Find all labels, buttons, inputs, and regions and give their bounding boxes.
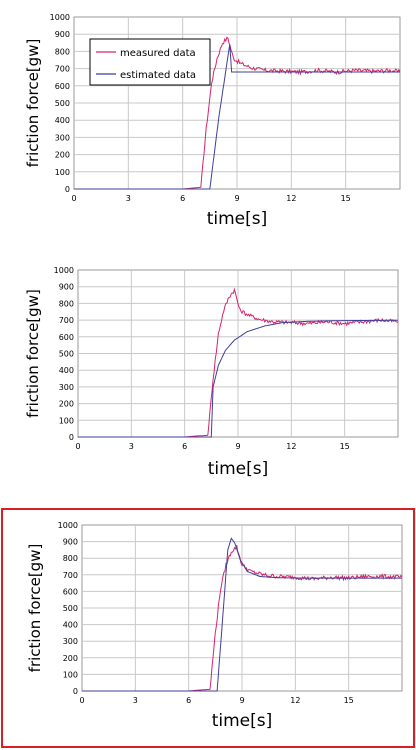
y-axis-label: friction force[gw] bbox=[24, 289, 42, 418]
y-tick-label: 100 bbox=[55, 168, 70, 177]
y-tick-label: 100 bbox=[59, 416, 74, 425]
chart-panel-bottom: 0 100 200 300 400 500 600 700 800 900 1000 0 3 6 9 12 15… bbox=[0, 508, 416, 748]
y-tick-label: 0 bbox=[65, 185, 70, 194]
x-tick-label: 6 bbox=[182, 442, 187, 451]
x-tick-label: 12 bbox=[286, 442, 296, 451]
y-tick-label: 500 bbox=[63, 604, 78, 613]
y-tick-label: 700 bbox=[59, 316, 74, 325]
x-tick-label: 3 bbox=[129, 442, 134, 451]
y-tick-label: 500 bbox=[59, 350, 74, 359]
series-line-estimated bbox=[74, 44, 400, 190]
y-tick-label: 200 bbox=[63, 654, 78, 663]
x-tick-label: 3 bbox=[133, 696, 138, 705]
x-axis-label: time[s] bbox=[208, 459, 269, 479]
y-tick-label: 300 bbox=[63, 637, 78, 646]
y-tick-label: 1000 bbox=[58, 521, 78, 530]
y-tick-label: 0 bbox=[69, 433, 74, 442]
x-axis-label: time[s] bbox=[212, 711, 273, 731]
chart-panel-top: 0 100 200 300 400 500 600 700 800 900 1000 0 3 6 9 12 15… bbox=[0, 0, 416, 250]
chart-middle-svg: 0 100 200 300 400 500 600 700 800 900 1000 0 3 6 9 12 15… bbox=[24, 266, 399, 479]
chart-bottom-svg: 0 100 200 300 400 500 600 700 800 900 1000 0 3 6 9 12 15… bbox=[26, 521, 403, 731]
x-tick-label: 0 bbox=[79, 696, 84, 705]
series-line-estimated bbox=[78, 319, 398, 438]
x-axis-label: time[s] bbox=[207, 209, 268, 229]
y-tick-label: 700 bbox=[55, 65, 70, 74]
legend-label-0: measured data bbox=[120, 48, 196, 59]
x-tick-label: 0 bbox=[71, 194, 76, 203]
chart-top-svg: 0 100 200 300 400 500 600 700 800 900 1000 0 3 6 9 12 15… bbox=[24, 13, 401, 229]
y-tick-label: 1000 bbox=[50, 13, 70, 22]
series-line-estimated bbox=[82, 537, 402, 692]
y-tick-label: 800 bbox=[59, 299, 74, 308]
x-tick-label: 15 bbox=[340, 442, 350, 451]
legend-label-1: estimated data bbox=[120, 70, 196, 81]
y-tick-label: 900 bbox=[63, 538, 78, 547]
y-tick-label: 300 bbox=[59, 383, 74, 392]
y-axis-label: friction force[gw] bbox=[24, 39, 42, 168]
y-tick-label: 400 bbox=[55, 116, 70, 125]
chart-panel-middle: 0 100 200 300 400 500 600 700 800 900 1000 0 3 6 9 12 15… bbox=[0, 252, 416, 502]
legend-box bbox=[89, 38, 211, 86]
x-tick-label: 15 bbox=[344, 696, 354, 705]
y-tick-label: 800 bbox=[55, 47, 70, 56]
y-tick-label: 600 bbox=[55, 82, 70, 91]
y-tick-label: 400 bbox=[59, 366, 74, 375]
y-tick-label: 100 bbox=[63, 670, 78, 679]
y-tick-label: 1000 bbox=[54, 266, 74, 275]
y-tick-label: 900 bbox=[55, 30, 70, 39]
y-tick-label: 0 bbox=[73, 687, 78, 696]
x-tick-label: 0 bbox=[75, 442, 80, 451]
y-tick-label: 600 bbox=[59, 333, 74, 342]
y-tick-label: 800 bbox=[63, 554, 78, 563]
y-tick-label: 400 bbox=[63, 621, 78, 630]
x-tick-label: 9 bbox=[234, 194, 239, 203]
x-tick-label: 12 bbox=[286, 194, 296, 203]
x-tick-label: 9 bbox=[235, 442, 240, 451]
x-tick-label: 3 bbox=[126, 194, 131, 203]
x-tick-label: 12 bbox=[290, 696, 300, 705]
x-tick-label: 6 bbox=[180, 194, 185, 203]
x-tick-label: 15 bbox=[341, 194, 351, 203]
y-tick-label: 600 bbox=[63, 587, 78, 596]
y-axis-label: friction force[gw] bbox=[26, 544, 44, 673]
y-tick-label: 200 bbox=[55, 151, 70, 160]
y-tick-label: 500 bbox=[55, 99, 70, 108]
y-tick-label: 900 bbox=[59, 283, 74, 292]
y-tick-label: 700 bbox=[63, 571, 78, 580]
x-tick-label: 6 bbox=[186, 696, 191, 705]
y-tick-label: 200 bbox=[59, 400, 74, 409]
y-tick-label: 300 bbox=[55, 133, 70, 142]
x-tick-label: 9 bbox=[239, 696, 244, 705]
